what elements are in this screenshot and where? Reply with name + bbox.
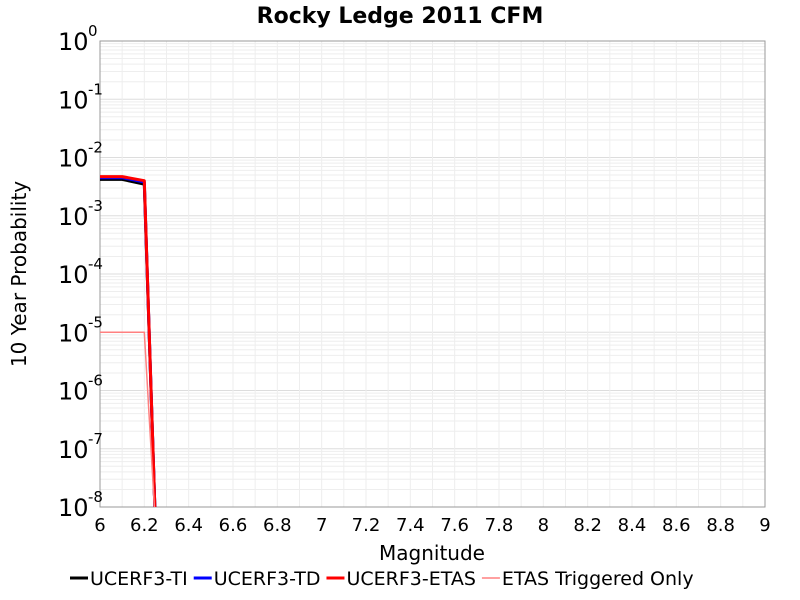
x-tick-label: 8 [538, 515, 549, 536]
x-tick-label: 8.2 [573, 515, 602, 536]
x-tick-label: 9 [759, 515, 770, 536]
y-tick-exponent: -8 [88, 488, 103, 506]
y-tick-exponent: -6 [88, 372, 103, 390]
series-line [100, 331, 156, 507]
y-axis-label: 10 Year Probability [7, 181, 31, 367]
legend: UCERF3-TI UCERF3-TD UCERF3-ETAS ETAS Trigge… [70, 568, 694, 590]
y-tick-label: 10 [58, 86, 89, 114]
y-tick-exponent: -3 [88, 197, 103, 215]
legend-label: UCERF3-ETAS [346, 568, 475, 590]
y-tick-exponent: -4 [88, 255, 103, 273]
x-tick-label: 6.8 [263, 515, 292, 536]
y-tick-label: 10 [58, 145, 89, 173]
y-tick-label: 10 [58, 319, 89, 347]
series-layer [100, 175, 157, 507]
y-tick-label: 10 [58, 203, 89, 231]
x-tick-label: 8.4 [618, 515, 647, 536]
x-tick-label: 7.4 [396, 515, 425, 536]
y-tick-label: 10 [58, 378, 89, 406]
x-tick-label: 6.4 [174, 515, 203, 536]
x-tick-label: 7.2 [352, 515, 381, 536]
y-tick-exponent: 0 [88, 22, 98, 40]
legend-label: UCERF3-TI [90, 568, 188, 590]
y-tick-label: 10 [58, 494, 89, 522]
x-tick-label: 6.6 [219, 515, 248, 536]
x-axis-label: Magnitude [379, 541, 485, 565]
x-tick-label: 7.6 [440, 515, 469, 536]
x-tick-label: 6 [94, 515, 105, 536]
x-tick-label: 7 [316, 515, 327, 536]
grid [99, 40, 766, 508]
y-tick-label: 10 [58, 261, 89, 289]
y-tick-label: 10 [58, 28, 89, 56]
legend-label: UCERF3-TD [214, 568, 321, 590]
y-tick-label: 10 [58, 436, 89, 464]
y-tick-exponent: -7 [88, 430, 103, 448]
x-tick-label: 6.2 [130, 515, 159, 536]
x-tick-label: 8.6 [662, 515, 691, 536]
y-tick-exponent: -5 [88, 313, 103, 331]
y-tick-exponent: -2 [88, 139, 103, 157]
x-tick-label: 8.8 [706, 515, 735, 536]
series-line [100, 175, 157, 507]
chart-title: Rocky Ledge 2011 CFM [257, 4, 544, 29]
series-lines [100, 175, 157, 507]
x-tick-labels: 6 6.2 6.4 6.6 6.8 7 7.2 7.4 7.6 7.8 8 8.2 8.4 8.6 8.8 9 [94, 515, 770, 536]
legend-label: ETAS Triggered Only [502, 568, 694, 590]
y-tick-exponent: -1 [88, 80, 103, 98]
x-tick-label: 7.8 [485, 515, 514, 536]
plot-area [99, 40, 766, 508]
